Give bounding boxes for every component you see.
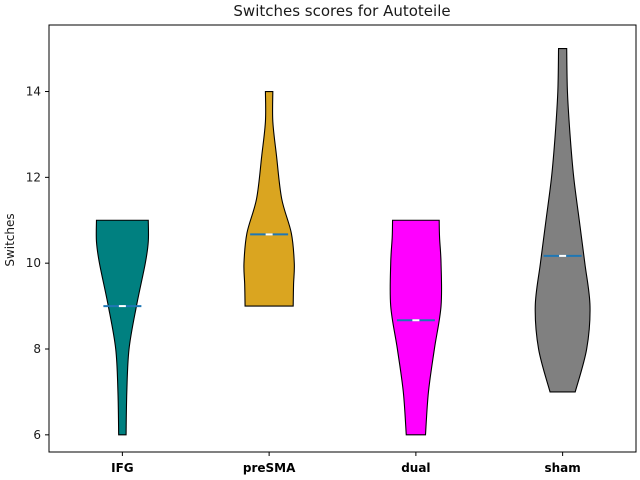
x-axis: IFG preSMA dual sham	[111, 452, 581, 475]
y-tick-label-12: 12	[26, 170, 41, 184]
violin-dual	[389, 219, 443, 436]
y-tick-label-14: 14	[26, 85, 41, 99]
y-axis-label: Switches	[3, 213, 17, 266]
y-axis: 6 8 10 12 14	[26, 85, 49, 442]
violin-sham	[534, 48, 591, 393]
x-tick-label-presma: preSMA	[243, 461, 296, 475]
violin-group	[95, 48, 591, 436]
y-tick-label-6: 6	[33, 428, 41, 442]
x-tick-label-ifg: IFG	[111, 461, 134, 475]
violin-presma	[243, 90, 295, 307]
y-tick-label-10: 10	[26, 256, 41, 270]
y-tick-label-8: 8	[33, 342, 41, 356]
plot-frame	[48, 24, 637, 453]
x-tick-label-sham: sham	[544, 461, 580, 475]
chart-title: Switches scores for Autoteile	[233, 2, 450, 20]
mean-markers	[103, 233, 582, 322]
x-tick-label-dual: dual	[401, 461, 430, 475]
violin-ifg	[95, 219, 150, 436]
